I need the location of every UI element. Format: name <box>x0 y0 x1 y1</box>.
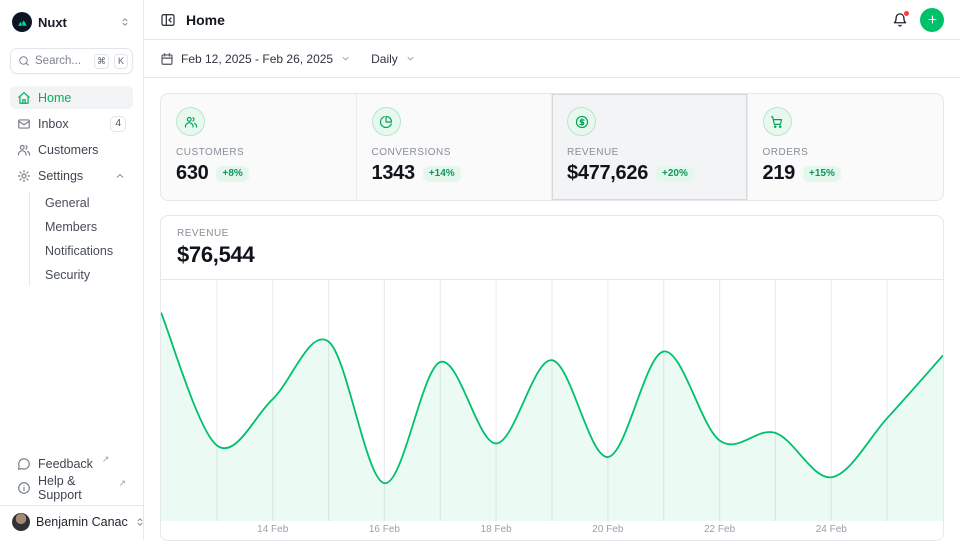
sidebar-subitem-label: Members <box>45 220 97 234</box>
cart-icon <box>763 107 792 136</box>
chevron-up-icon <box>114 170 126 182</box>
x-tick-label: 20 Feb <box>592 524 623 535</box>
date-range-picker[interactable]: Feb 12, 2025 - Feb 26, 2025 <box>160 52 351 66</box>
revenue-chart-card: Revenue $76,544 14 Feb 16 Feb 18 Feb 20 Feb… <box>160 215 944 541</box>
chart-header: Revenue $76,544 <box>161 216 943 280</box>
x-tick-label: 24 Feb <box>816 524 847 535</box>
page-title: Home <box>186 12 225 28</box>
chart-x-axis: 14 Feb 16 Feb 18 Feb 20 Feb 22 Feb 24 Feb <box>161 521 943 540</box>
house-icon <box>17 91 31 105</box>
user-name: Benjamin Canac <box>36 515 128 529</box>
inbox-count-badge: 4 <box>110 116 126 132</box>
stat-delta-badge: +15% <box>803 166 841 182</box>
granularity-label: Daily <box>371 52 398 66</box>
workspace-switcher[interactable]: Nuxt <box>10 10 133 34</box>
users-icon <box>176 107 205 136</box>
external-link-icon: ↗ <box>102 453 110 466</box>
inbox-icon <box>17 117 31 131</box>
footer-item-label: Help & Support <box>38 474 109 502</box>
notifications-button[interactable] <box>892 12 908 28</box>
pie-icon <box>372 107 401 136</box>
content: Customers 630 +8% Conversions 1343 +14% Revenu… <box>144 78 960 541</box>
stat-card-conversions[interactable]: Conversions 1343 +14% <box>357 94 553 200</box>
sidebar-subitem-label: Notifications <box>45 244 113 258</box>
sidebar-nav: Home Inbox 4 Customers Settings General Member… <box>10 86 133 288</box>
sidebar-footer-help-support[interactable]: Help & Support ↗ <box>10 477 133 499</box>
stat-value: 1343 <box>372 162 415 185</box>
x-tick-label: 22 Feb <box>704 524 735 535</box>
message-icon <box>17 457 31 471</box>
stats-row: Customers 630 +8% Conversions 1343 +14% Revenu… <box>160 93 944 201</box>
sidebar-footer: Feedback ↗ Help & Support ↗ <box>10 453 133 505</box>
sidebar-item-settings[interactable]: Settings <box>10 164 133 187</box>
x-tick-label: 16 Feb <box>369 524 400 535</box>
date-range-label: Feb 12, 2025 - Feb 26, 2025 <box>181 52 333 66</box>
settings-icon <box>17 169 31 183</box>
dollar-icon <box>567 107 596 136</box>
nuxt-logo-icon <box>12 12 32 32</box>
sidebar-footer-feedback[interactable]: Feedback ↗ <box>10 453 133 475</box>
avatar <box>12 513 30 531</box>
search-input[interactable]: Search... ⌘ K <box>10 48 133 74</box>
stat-value: 219 <box>763 162 795 185</box>
granularity-select[interactable]: Daily <box>371 52 416 66</box>
user-menu[interactable]: Benjamin Canac <box>10 513 133 531</box>
add-button[interactable] <box>920 8 944 32</box>
stat-delta-badge: +14% <box>423 166 461 182</box>
sidebar-item-home[interactable]: Home <box>10 86 133 109</box>
chevrons-up-down-icon <box>119 16 131 28</box>
x-tick-label: 14 Feb <box>257 524 288 535</box>
stat-card-orders[interactable]: Orders 219 +15% <box>748 94 944 200</box>
external-link-icon: ↗ <box>118 477 126 490</box>
stat-label: Conversions <box>372 147 537 158</box>
workspace-name: Nuxt <box>38 15 67 30</box>
footer-item-label: Feedback <box>38 457 93 471</box>
app-header: Home <box>144 0 960 40</box>
calendar-icon <box>160 52 174 66</box>
stat-label: Customers <box>176 147 341 158</box>
collapse-sidebar-button[interactable] <box>160 12 176 28</box>
revenue-chart-plot[interactable] <box>161 280 943 521</box>
stat-card-customers[interactable]: Customers 630 +8% <box>161 94 357 200</box>
toolbar: Feb 12, 2025 - Feb 26, 2025 Daily <box>144 40 960 78</box>
stat-value: 630 <box>176 162 208 185</box>
sidebar-item-label: Inbox <box>38 117 69 131</box>
settings-sub-list: General Members Notifications Security <box>29 192 133 286</box>
chevron-down-icon <box>340 53 351 64</box>
info-icon <box>17 481 31 495</box>
sidebar-subitem-label: Security <box>45 268 90 282</box>
sidebar-item-label: Home <box>38 91 71 105</box>
chart-metric-label: Revenue <box>177 228 927 239</box>
revenue-area-chart[interactable] <box>161 280 943 521</box>
main-area: Home Feb 12, 2025 - Feb 26, 2025 Daily C… <box>144 0 960 540</box>
sidebar-item-label: Settings <box>38 169 83 183</box>
stat-delta-badge: +20% <box>656 166 694 182</box>
sidebar-subitem-general[interactable]: General <box>38 192 133 214</box>
users-icon <box>17 143 31 157</box>
stat-value: $477,626 <box>567 162 648 185</box>
sidebar-subitem-label: General <box>45 196 89 210</box>
sidebar-item-inbox[interactable]: Inbox 4 <box>10 112 133 135</box>
x-tick-label: 18 Feb <box>481 524 512 535</box>
kbd-k: K <box>114 54 128 69</box>
kbd-cmd: ⌘ <box>94 54 109 69</box>
sidebar: Nuxt Search... ⌘ K Home Inbox 4 Customers Se… <box>0 0 144 540</box>
chart-metric-value: $76,544 <box>177 242 927 268</box>
stat-label: Orders <box>763 147 929 158</box>
sidebar-subitem-notifications[interactable]: Notifications <box>38 240 133 262</box>
sidebar-item-label: Customers <box>38 143 98 157</box>
search-placeholder: Search... <box>35 55 89 67</box>
sidebar-subitem-members[interactable]: Members <box>38 216 133 238</box>
search-icon <box>18 55 30 67</box>
sidebar-subitem-security[interactable]: Security <box>38 264 133 286</box>
stat-label: Revenue <box>567 147 732 158</box>
stat-card-revenue[interactable]: Revenue $477,626 +20% <box>552 94 748 200</box>
notification-dot <box>903 10 910 17</box>
chevron-down-icon <box>405 53 416 64</box>
sidebar-item-customers[interactable]: Customers <box>10 138 133 161</box>
stat-delta-badge: +8% <box>216 166 248 182</box>
